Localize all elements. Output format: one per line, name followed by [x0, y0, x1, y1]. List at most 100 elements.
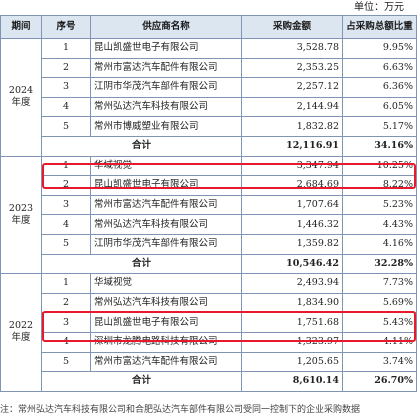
- ratio-cell: 4.11%: [342, 331, 417, 353]
- table-row: 2 昆山凯盛世电子有限公司 2,684.69 8.22%: [1, 175, 417, 196]
- period-cell: 2022 年度: [0, 273, 42, 392]
- ratio-cell: 5.17%: [342, 116, 417, 137]
- total-label: 合计: [41, 371, 242, 392]
- ratio-cell: 4.43%: [342, 214, 417, 235]
- ratio-cell: 5.23%: [342, 194, 417, 216]
- seq-cell: 1: [41, 273, 91, 294]
- period-cell: 2023 年度: [0, 155, 42, 275]
- seq-cell: 5: [41, 351, 91, 373]
- supplier-name-cell: 昆山凯盛世电子有限公司: [90, 175, 242, 196]
- supplier-name-cell: 常州市富达汽车配件有限公司: [90, 57, 242, 79]
- table-row: 2024 年度 1 昆山凯盛世电子有限公司 3,528.78 9.95%: [0, 38, 417, 157]
- supplier-purchase-table: 期间 序号 供应商名称 采购金额 占采购总额比重 2024 年度 1 昆山凯盛世电子有…: [0, 15, 417, 392]
- ratio-cell: 5.43%: [342, 312, 417, 333]
- header-amount: 采购金额: [241, 15, 343, 39]
- supplier-name-cell: 昆山凯盛世电子有限公司: [90, 38, 242, 59]
- table-row: 3 昆山凯盛世电子有限公司 1,751.68 5.43%: [1, 312, 417, 333]
- supplier-name-cell: 深圳市龙腾电路科技有限公司: [90, 331, 242, 353]
- period-cell: 2024 年度: [0, 38, 42, 157]
- ratio-cell: 3.74%: [342, 351, 417, 373]
- supplier-name-cell: 常州弘达汽车科技有限公司: [90, 96, 242, 118]
- table-row: 4 常州弘达汽车科技有限公司 2,144.94 6.05%: [1, 96, 417, 118]
- seq-cell: 1: [41, 155, 91, 177]
- amount-cell: 1,751.68: [241, 312, 343, 333]
- amount-cell: 2,353.25: [241, 57, 343, 79]
- supplier-name-cell: 华域视觉: [90, 273, 242, 294]
- supplier-name-cell: 常州市博威塑业有限公司: [90, 116, 242, 137]
- ratio-cell: 8.22%: [342, 175, 417, 196]
- total-amount-cell: 10,546.42: [241, 253, 343, 275]
- table-row: 2022 年度 1 华域视觉 2,493.94 7.73%: [0, 273, 417, 392]
- header-period: 期间: [0, 15, 42, 39]
- seq-cell: 4: [41, 214, 91, 235]
- table-row: 3 常州市富达汽车配件有限公司 1,707.64 5.23%: [1, 194, 417, 216]
- ratio-cell: 7.73%: [342, 273, 417, 294]
- ratio-cell: 6.36%: [342, 77, 417, 98]
- ratio-cell: 9.95%: [342, 38, 417, 59]
- period-suffix: 年度: [11, 214, 31, 226]
- supplier-name-cell: 华域视觉: [90, 155, 242, 177]
- seq-cell: 2: [41, 57, 91, 79]
- supplier-name-cell: 常州市富达汽车配件有限公司: [90, 351, 242, 373]
- amount-cell: 1,707.64: [241, 194, 343, 216]
- table-row: 4 常州弘达汽车科技有限公司 1,446.32 4.43%: [1, 214, 417, 235]
- period-year: 2024: [8, 85, 34, 97]
- amount-cell: 1,359.82: [241, 233, 343, 255]
- amount-cell: 1,834.90: [241, 292, 343, 314]
- total-amount-cell: 8,610.14: [241, 371, 343, 392]
- table-row: 3 江阴市华茂汽车部件有限公司 2,257.12 6.36%: [1, 77, 417, 98]
- header-supplier: 供应商名称: [90, 15, 242, 39]
- total-ratio-cell: 34.16%: [342, 135, 417, 157]
- total-ratio-cell: 32.28%: [342, 253, 417, 275]
- supplier-name-cell: 江阴市华茂汽车部件有限公司: [90, 77, 242, 98]
- supplier-name-cell: 江阴市华茂汽车部件有限公司: [90, 233, 242, 255]
- ratio-cell: 5.69%: [342, 292, 417, 314]
- table-header-row: 期间 序号 供应商名称 采购金额 占采购总额比重: [0, 15, 417, 39]
- seq-cell: 2: [41, 292, 91, 314]
- amount-cell: 1,205.65: [241, 351, 343, 373]
- ratio-cell: 6.05%: [342, 96, 417, 118]
- amount-cell: 3,528.78: [241, 38, 343, 59]
- total-amount-cell: 12,116.91: [241, 135, 343, 157]
- seq-cell: 4: [41, 96, 91, 118]
- amount-cell: 3,347.94: [241, 155, 343, 177]
- amount-cell: 2,684.69: [241, 175, 343, 196]
- amount-cell: 2,257.12: [241, 77, 343, 98]
- table-row: 5 江阴市华茂汽车部件有限公司 1,359.82 4.16%: [1, 233, 417, 255]
- seq-cell: 3: [41, 194, 91, 216]
- table-row: 2 常州弘达汽车科技有限公司 1,834.90 5.69%: [1, 292, 417, 314]
- period-suffix: 年度: [11, 332, 31, 344]
- period-year: 2023: [8, 202, 34, 214]
- header-ratio: 占采购总额比重: [342, 15, 417, 39]
- amount-cell: 1,832.82: [241, 116, 343, 137]
- header-seq: 序号: [41, 15, 91, 39]
- table-row: 5 常州市博威塑业有限公司 1,832.82 5.17%: [1, 116, 417, 137]
- period-year: 2022: [8, 320, 34, 332]
- total-row: 合计 10,546.42 32.28%: [1, 253, 417, 275]
- seq-cell: 4: [41, 331, 91, 353]
- total-label: 合计: [41, 253, 242, 275]
- amount-cell: 2,493.94: [241, 273, 343, 294]
- amount-cell: 1,446.32: [241, 214, 343, 235]
- total-row: 合计 12,116.91 34.16%: [1, 135, 417, 157]
- table-row: 2023 年度 1 华域视觉 3,347.94 10.25%: [0, 155, 417, 275]
- supplier-name-cell: 常州市富达汽车配件有限公司: [90, 194, 242, 216]
- total-label: 合计: [41, 135, 242, 157]
- total-row: 合计 8,610.14 26.70%: [1, 371, 417, 392]
- total-ratio-cell: 26.70%: [342, 371, 417, 392]
- ratio-cell: 10.25%: [342, 155, 417, 177]
- supplier-name-cell: 常州弘达汽车科技有限公司: [90, 214, 242, 235]
- ratio-cell: 4.16%: [342, 233, 417, 255]
- table-row: 4 深圳市龙腾电路科技有限公司 1,323.97 4.11%: [1, 331, 417, 353]
- ratio-cell: 6.63%: [342, 57, 417, 79]
- amount-cell: 2,144.94: [241, 96, 343, 118]
- seq-cell: 1: [41, 38, 91, 59]
- table-row: 5 常州市富达汽车配件有限公司 1,205.65 3.74%: [1, 351, 417, 373]
- supplier-name-cell: 常州弘达汽车科技有限公司: [90, 292, 242, 314]
- amount-cell: 1,323.97: [241, 331, 343, 353]
- supplier-name-cell: 昆山凯盛世电子有限公司: [90, 312, 242, 333]
- unit-label: 单位：万元: [354, 2, 404, 13]
- seq-cell: 3: [41, 312, 91, 333]
- table-row: 2 常州市富达汽车配件有限公司 2,353.25 6.63%: [1, 57, 417, 79]
- footnote: 注：常州弘达汽车科技有限公司和合肥弘达汽车部件有限公司受同一控制下的企业采购数据: [0, 405, 361, 415]
